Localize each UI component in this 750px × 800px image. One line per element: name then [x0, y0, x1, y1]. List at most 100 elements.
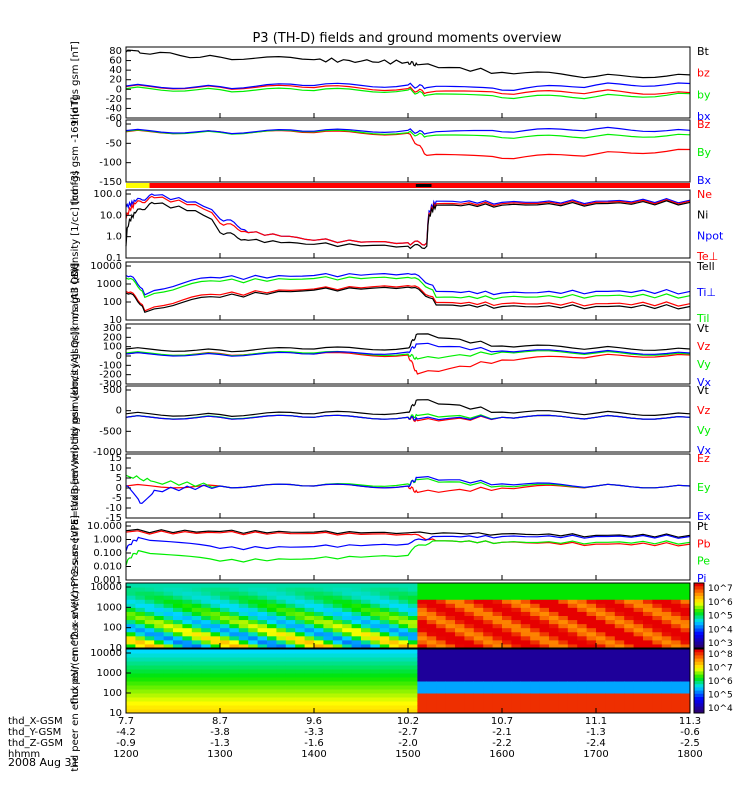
- spectrogram-cell: [624, 643, 635, 649]
- spectrogram-cell: [229, 619, 240, 625]
- spectrogram-cell: [492, 607, 503, 612]
- spectrogram-cell: [586, 615, 597, 621]
- series-line-Vt: [125, 333, 691, 353]
- spectrogram-cell: [483, 665, 494, 670]
- spectrogram-cell: [126, 661, 136, 666]
- spectrogram-cell: [126, 619, 136, 625]
- spectrogram-cell: [323, 607, 334, 612]
- spectrogram-cell: [379, 587, 390, 592]
- spectrogram-cell: [379, 631, 390, 637]
- spectrogram-cell: [154, 669, 165, 674]
- spectrogram-cell: [323, 673, 334, 678]
- spectrogram-cell: [596, 689, 606, 694]
- spectrogram-cell: [511, 649, 522, 654]
- spectrogram-cell: [577, 693, 588, 698]
- spectrogram-cell: [680, 591, 691, 596]
- spectrogram-cell: [567, 627, 578, 633]
- y-tick-label: 500: [103, 385, 122, 396]
- spectrogram-cell: [549, 681, 559, 686]
- spectrogram-cell: [398, 587, 409, 592]
- spectrogram-cell: [238, 587, 249, 592]
- spectrogram-cell: [126, 603, 136, 608]
- spectrogram-cell: [530, 643, 541, 649]
- spectrogram-cell: [624, 653, 635, 658]
- spectrogram-cell: [163, 649, 174, 654]
- spectrogram-cell: [426, 611, 437, 616]
- spectrogram-cell: [492, 595, 503, 600]
- spectrogram-cell: [163, 665, 174, 670]
- footer-value: -1.6: [304, 738, 324, 749]
- spectrogram-cell: [539, 607, 550, 612]
- spectrogram-cell: [248, 619, 259, 625]
- spectrogram-cell: [558, 603, 569, 608]
- spectrogram-cell: [191, 619, 202, 625]
- spectrogram-cell: [586, 603, 597, 608]
- spectrogram-cell: [144, 661, 155, 666]
- spectrogram-cell: [220, 627, 230, 633]
- spectrogram-cell: [295, 591, 306, 596]
- spectrogram-cell: [398, 583, 409, 588]
- spectrogram-cell: [483, 657, 494, 662]
- panel-frame: [125, 189, 691, 259]
- spectrogram-cell: [135, 709, 146, 714]
- spectrogram-cell: [173, 639, 183, 645]
- spectrogram-cell: [398, 669, 409, 674]
- spectrogram-cell: [342, 643, 353, 649]
- spectrogram-cell: [624, 665, 635, 670]
- spectrogram-cell: [511, 603, 522, 608]
- spectrogram-cell: [389, 643, 400, 649]
- spectrogram-cell: [520, 657, 531, 662]
- y-axis-label: thd fgs gsm -169 [nT]: [70, 97, 81, 206]
- spectrogram-cell: [680, 657, 691, 662]
- y-tick-label: 10.000: [87, 521, 122, 532]
- spectrogram-cell: [248, 635, 259, 641]
- spectrogram-cell: [530, 639, 541, 645]
- spectrogram-cell: [144, 705, 155, 710]
- spectrogram-cell: [182, 665, 193, 670]
- spectrogram-cell: [455, 653, 465, 658]
- spectrogram-cell: [473, 689, 484, 694]
- y-axis-label: Density [1/cc] [cm-3]: [70, 171, 81, 277]
- spectrogram-cell: [276, 619, 287, 625]
- spectrogram-cell: [182, 677, 193, 682]
- spectrogram-cell: [408, 673, 418, 678]
- spectrogram-cell: [267, 591, 277, 596]
- spectrogram-cell: [680, 709, 691, 714]
- date-label: 2008 Aug 31: [8, 756, 78, 769]
- spectrogram-cell: [285, 611, 296, 616]
- spectrogram-cell: [624, 685, 635, 690]
- spectrogram-cell: [436, 627, 447, 633]
- spectrogram-cell: [182, 611, 193, 616]
- spectrogram-cell: [220, 649, 230, 654]
- series-line-Bt: [125, 49, 691, 79]
- spectrogram-cell: [577, 587, 588, 592]
- spectrogram-cell: [520, 619, 531, 625]
- spectrogram-cell: [455, 705, 465, 710]
- spectrogram-cell: [238, 661, 249, 666]
- spectrogram-cell: [135, 615, 146, 621]
- spectrogram-cell: [276, 701, 287, 706]
- spectrogram-cell: [558, 615, 569, 621]
- spectrogram-cell: [379, 657, 390, 662]
- spectrogram-cell: [652, 631, 663, 637]
- spectrogram-cell: [567, 649, 578, 654]
- spectrogram-cell: [351, 649, 362, 654]
- spectrogram-cell: [511, 643, 522, 649]
- spectrogram-cell: [238, 657, 249, 662]
- spectrogram-cell: [295, 689, 306, 694]
- spectrogram-cell: [191, 689, 202, 694]
- spectrogram-cell: [267, 607, 277, 612]
- spectrogram-cell: [248, 709, 259, 714]
- spectrogram-cell: [201, 709, 212, 714]
- spectrogram-cell: [445, 611, 456, 616]
- spectrogram-cell: [567, 631, 578, 637]
- spectrogram-cell: [539, 631, 550, 637]
- spectrogram-cell: [567, 611, 578, 616]
- spectrogram-cell: [285, 623, 296, 629]
- spectrogram-cell: [285, 607, 296, 612]
- spectrogram-cell: [361, 639, 371, 645]
- spectrogram-cell: [671, 583, 682, 588]
- spectrogram-cell: [229, 681, 240, 686]
- spectrogram-cell: [502, 693, 512, 698]
